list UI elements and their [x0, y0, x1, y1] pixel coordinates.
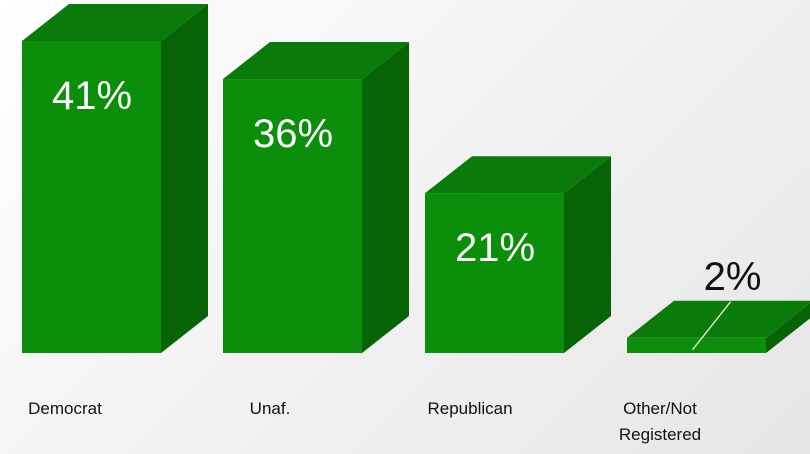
bar-top-republican [425, 156, 611, 194]
value-label-unaf: 36% [253, 112, 333, 156]
bar-front-democrat [22, 41, 161, 353]
bar-side-unaf [362, 42, 409, 354]
category-label-unaf: Unaf. [249, 399, 291, 418]
bar-side-republican [564, 156, 611, 353]
value-label-other: 2% [704, 255, 762, 299]
bar-side-other [766, 303, 810, 353]
bar-front-republican [425, 193, 564, 353]
bar-top-democrat [22, 4, 208, 41]
bar-side-democrat [161, 4, 208, 353]
category-label-republican: Republican [427, 399, 513, 418]
leader-line-other [691, 301, 732, 351]
category-label-democrat: Democrat [28, 399, 102, 418]
value-label-republican: 21% [455, 226, 535, 270]
bar-front-unaf [223, 79, 362, 354]
category-label-other-not-registered: Other/Not Registered [618, 399, 702, 444]
bar-top-other [627, 300, 810, 338]
bars-group: 41% 36% 21% 2% [22, 4, 810, 354]
value-label-democrat: 41% [52, 74, 132, 118]
bar-top-unaf [223, 42, 409, 80]
